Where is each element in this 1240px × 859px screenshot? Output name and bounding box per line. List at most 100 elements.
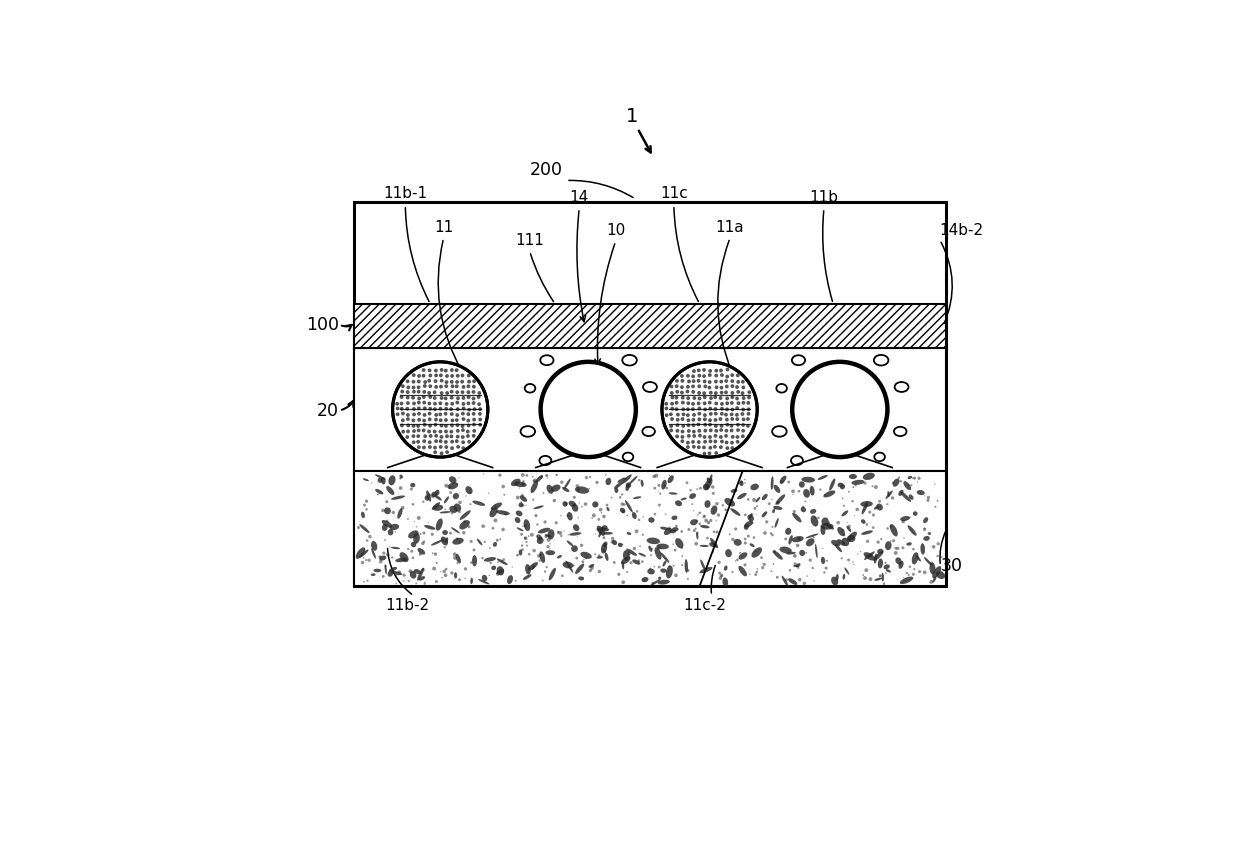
Circle shape bbox=[725, 397, 729, 400]
Circle shape bbox=[742, 435, 745, 438]
Circle shape bbox=[670, 402, 675, 405]
Ellipse shape bbox=[749, 514, 753, 520]
Circle shape bbox=[682, 412, 686, 417]
Ellipse shape bbox=[792, 513, 801, 522]
Circle shape bbox=[885, 572, 887, 574]
Circle shape bbox=[730, 435, 734, 439]
Ellipse shape bbox=[548, 529, 554, 539]
Circle shape bbox=[440, 391, 444, 395]
Ellipse shape bbox=[445, 538, 448, 543]
Ellipse shape bbox=[773, 551, 782, 560]
Circle shape bbox=[740, 480, 743, 484]
Circle shape bbox=[692, 430, 696, 434]
Ellipse shape bbox=[632, 512, 636, 519]
Circle shape bbox=[880, 506, 882, 508]
Circle shape bbox=[434, 385, 438, 389]
Circle shape bbox=[560, 535, 563, 537]
Circle shape bbox=[841, 557, 843, 559]
Circle shape bbox=[884, 562, 887, 564]
Circle shape bbox=[697, 391, 701, 395]
Circle shape bbox=[713, 407, 717, 411]
Circle shape bbox=[423, 381, 427, 384]
Circle shape bbox=[791, 490, 795, 493]
Circle shape bbox=[497, 561, 498, 564]
Ellipse shape bbox=[843, 574, 846, 580]
Circle shape bbox=[702, 368, 706, 372]
Circle shape bbox=[693, 529, 696, 532]
Circle shape bbox=[450, 374, 454, 378]
Circle shape bbox=[794, 563, 796, 565]
Circle shape bbox=[386, 500, 388, 503]
Circle shape bbox=[730, 384, 734, 388]
Circle shape bbox=[823, 571, 826, 574]
Circle shape bbox=[582, 560, 584, 564]
Ellipse shape bbox=[563, 562, 573, 569]
Circle shape bbox=[386, 520, 388, 522]
Circle shape bbox=[725, 401, 729, 405]
Ellipse shape bbox=[900, 491, 911, 502]
Circle shape bbox=[461, 446, 465, 450]
Circle shape bbox=[935, 506, 936, 508]
Circle shape bbox=[652, 475, 656, 478]
Ellipse shape bbox=[523, 519, 531, 531]
Circle shape bbox=[523, 537, 527, 539]
Circle shape bbox=[673, 549, 677, 551]
Circle shape bbox=[765, 521, 769, 523]
Circle shape bbox=[546, 474, 548, 478]
Ellipse shape bbox=[681, 497, 687, 501]
Ellipse shape bbox=[908, 476, 913, 479]
Circle shape bbox=[719, 428, 723, 432]
Ellipse shape bbox=[515, 517, 521, 523]
Circle shape bbox=[632, 547, 636, 551]
Circle shape bbox=[542, 580, 543, 582]
Circle shape bbox=[428, 391, 432, 395]
Circle shape bbox=[715, 502, 719, 505]
Circle shape bbox=[595, 533, 596, 534]
Ellipse shape bbox=[449, 506, 458, 513]
Circle shape bbox=[526, 545, 528, 546]
Ellipse shape bbox=[773, 509, 775, 513]
Circle shape bbox=[681, 564, 683, 566]
Ellipse shape bbox=[932, 576, 936, 582]
Circle shape bbox=[533, 478, 537, 482]
Circle shape bbox=[461, 441, 465, 444]
Circle shape bbox=[495, 504, 497, 507]
Bar bbox=[355, 348, 946, 471]
Circle shape bbox=[744, 564, 746, 566]
Circle shape bbox=[620, 503, 624, 506]
Circle shape bbox=[717, 514, 720, 517]
Ellipse shape bbox=[780, 476, 786, 484]
Circle shape bbox=[763, 531, 766, 535]
Circle shape bbox=[470, 503, 471, 505]
Circle shape bbox=[456, 563, 459, 564]
Circle shape bbox=[589, 488, 590, 490]
Ellipse shape bbox=[711, 538, 718, 548]
Text: 30: 30 bbox=[941, 557, 963, 575]
Ellipse shape bbox=[884, 564, 890, 570]
Circle shape bbox=[771, 526, 774, 528]
Circle shape bbox=[714, 401, 718, 405]
Ellipse shape bbox=[472, 501, 485, 506]
Circle shape bbox=[913, 477, 916, 480]
Ellipse shape bbox=[563, 501, 568, 507]
Circle shape bbox=[887, 527, 889, 530]
Ellipse shape bbox=[823, 490, 836, 497]
Circle shape bbox=[481, 557, 484, 559]
Ellipse shape bbox=[837, 483, 843, 487]
Ellipse shape bbox=[646, 538, 660, 544]
Ellipse shape bbox=[748, 515, 754, 521]
Circle shape bbox=[730, 391, 734, 395]
Circle shape bbox=[407, 423, 410, 428]
Ellipse shape bbox=[751, 547, 763, 557]
Ellipse shape bbox=[622, 355, 637, 365]
Ellipse shape bbox=[432, 540, 443, 545]
Circle shape bbox=[729, 412, 734, 417]
Circle shape bbox=[859, 551, 861, 552]
Ellipse shape bbox=[650, 580, 660, 586]
Ellipse shape bbox=[825, 523, 833, 529]
Circle shape bbox=[730, 373, 734, 377]
Circle shape bbox=[642, 533, 644, 536]
Ellipse shape bbox=[605, 478, 611, 485]
Circle shape bbox=[460, 380, 464, 384]
Circle shape bbox=[393, 362, 487, 457]
